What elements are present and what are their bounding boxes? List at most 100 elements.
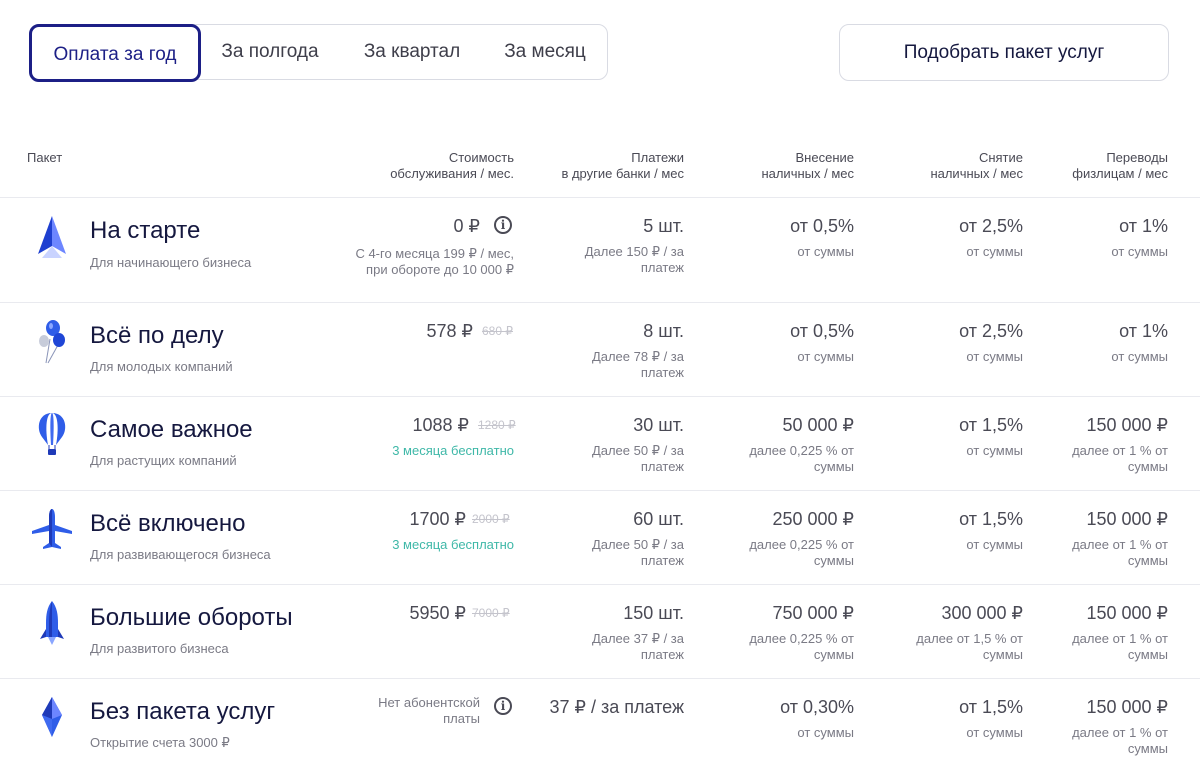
transfers-note: далее от 1 % от суммы	[1038, 443, 1168, 475]
transfers-value: 150 000 ₽	[1086, 509, 1168, 529]
price-note-line2: при обороте до 10 000 ₽	[366, 262, 514, 277]
period-tabs: Оплата за год За полгода За квартал За м…	[29, 24, 608, 82]
payments-value: 30 шт.	[633, 415, 684, 435]
tab-year[interactable]: Оплата за год	[29, 24, 201, 82]
withdraw-note-line2: суммы	[982, 647, 1023, 662]
deposit-value: от 0,5%	[790, 216, 854, 236]
transfers-value: 150 000 ₽	[1086, 415, 1168, 435]
price: 1700 ₽	[409, 509, 467, 529]
package-name[interactable]: На старте	[90, 217, 201, 244]
price-note-line1: С 4-го месяца 199 ₽ / мес,	[355, 246, 514, 261]
row-divider	[0, 490, 1200, 491]
transfers-note-line2: суммы	[1127, 459, 1168, 474]
package-desc: Для развивающегося бизнеса	[90, 547, 271, 562]
airplane-icon	[32, 509, 72, 549]
deposit-value: 50 000 ₽	[782, 415, 854, 435]
transfers-value: от 1%	[1119, 321, 1168, 341]
package-desc: Для начинающего бизнеса	[90, 255, 252, 270]
header-withdraw-line1: Снятие	[978, 150, 1023, 165]
payments-note-line1: Далее 50 ₽ / за	[591, 443, 684, 458]
info-icon[interactable]: i	[494, 216, 512, 234]
withdraw-note: от суммы	[966, 537, 1023, 552]
package-desc: Открытие счета 3000 ₽	[90, 735, 230, 750]
header-transfers: Переводы физлицам / мес	[1072, 150, 1168, 182]
header-withdraw-line2: наличных / мес	[930, 166, 1023, 181]
withdraw-note: от суммы	[966, 244, 1023, 259]
rocket-icon	[40, 601, 64, 645]
package-name[interactable]: Большие обороты	[90, 604, 293, 631]
withdraw-value: 300 000 ₽	[941, 603, 1023, 623]
balloons-icon	[39, 320, 65, 364]
deposit-note: от суммы	[797, 349, 854, 364]
deposit-note-line1: далее 0,225 % от	[749, 537, 854, 552]
package-desc: Для растущих компаний	[90, 453, 237, 468]
withdraw-value: от 2,5%	[959, 321, 1023, 341]
paper-plane-icon	[38, 216, 66, 258]
header-divider	[0, 197, 1200, 198]
withdraw-note: от суммы	[966, 725, 1023, 740]
header-cost: Стоимость обслуживания / мес.	[390, 150, 514, 182]
price-note-line2: платы	[443, 711, 480, 726]
header-deposit: Внесение наличных / мес	[761, 150, 854, 182]
pick-package-button[interactable]: Подобрать пакет услуг	[839, 24, 1169, 81]
price: 5950 ₽	[409, 603, 467, 623]
deposit-value: 250 000 ₽	[772, 509, 854, 529]
payments-note-line2: платеж	[640, 260, 684, 275]
deposit-note: от суммы	[797, 244, 854, 259]
deposit-note-line2: суммы	[813, 553, 854, 568]
header-transfers-line2: физлицам / мес	[1072, 166, 1168, 181]
tab-quarter[interactable]: За квартал	[363, 41, 461, 62]
package-desc: Для развитого бизнеса	[90, 641, 229, 656]
table-row: Самое важное Для растущих компаний 1088 …	[0, 397, 1200, 490]
deposit-value: от 0,5%	[790, 321, 854, 341]
deposit-note-line2: суммы	[813, 459, 854, 474]
withdraw-note: от суммы	[966, 443, 1023, 458]
transfers-note: далее от 1 % от суммы	[1038, 725, 1168, 757]
transfers-note-line2: суммы	[1127, 553, 1168, 568]
transfers-value: 150 000 ₽	[1086, 697, 1168, 717]
deposit-note: далее 0,225 % от суммы	[714, 443, 854, 475]
payments-note-line2: платеж	[640, 553, 684, 568]
transfers-note-line1: далее от 1 % от	[1072, 443, 1168, 458]
promo-label: 3 месяца бесплатно	[392, 537, 514, 552]
package-name[interactable]: Самое важное	[90, 416, 253, 443]
promo-label: 3 месяца бесплатно	[392, 443, 514, 458]
price: 1088 ₽	[412, 415, 470, 435]
tab-half-year[interactable]: За полгода	[221, 41, 319, 62]
table-row: Большие обороты Для развитого бизнеса 59…	[0, 585, 1200, 678]
transfers-note: от суммы	[1111, 244, 1168, 259]
withdraw-value: от 1,5%	[959, 509, 1023, 529]
package-name[interactable]: Всё включено	[90, 510, 246, 537]
transfers-note-line1: далее от 1 % от	[1072, 631, 1168, 646]
payments-value: 150 шт.	[623, 603, 684, 623]
payments-note: Далее 78 ₽ / за платеж	[544, 349, 684, 381]
payments-note-line1: Далее 150 ₽ / за	[584, 244, 684, 259]
deposit-note: далее 0,225 % от суммы	[714, 537, 854, 569]
transfers-note: от суммы	[1111, 349, 1168, 364]
withdraw-value: от 1,5%	[959, 415, 1023, 435]
tab-month[interactable]: За месяц	[504, 41, 586, 62]
old-price: 680 ₽	[482, 324, 513, 338]
header-cost-line2: обслуживания / мес.	[390, 166, 514, 181]
row-divider	[0, 302, 1200, 303]
header-withdraw: Снятие наличных / мес	[930, 150, 1023, 182]
old-price: 7000 ₽	[472, 606, 510, 620]
payments-note-line2: платеж	[640, 647, 684, 662]
row-divider	[0, 678, 1200, 679]
payments-note: Далее 150 ₽ / за платеж	[544, 244, 684, 276]
package-name[interactable]: Всё по делу	[90, 322, 224, 349]
header-deposit-line2: наличных / мес	[761, 166, 854, 181]
info-icon[interactable]: i	[494, 697, 512, 715]
payments-value: 8 шт.	[643, 321, 684, 341]
package-name[interactable]: Без пакета услуг	[90, 698, 276, 725]
payments-value: 37 ₽ / за платеж	[549, 697, 685, 717]
old-price: 2000 ₽	[472, 512, 510, 526]
header-cost-line1: Стоимость	[448, 150, 514, 165]
transfers-note: далее от 1 % от суммы	[1038, 631, 1168, 663]
transfers-note-line1: далее от 1 % от	[1072, 725, 1168, 740]
transfers-note: далее от 1 % от суммы	[1038, 537, 1168, 569]
payments-note: Далее 50 ₽ / за платеж	[544, 537, 684, 569]
deposit-note-line1: далее 0,225 % от	[749, 631, 854, 646]
payments-value: 60 шт.	[633, 509, 684, 529]
payments-note: Далее 37 ₽ / за платеж	[544, 631, 684, 663]
